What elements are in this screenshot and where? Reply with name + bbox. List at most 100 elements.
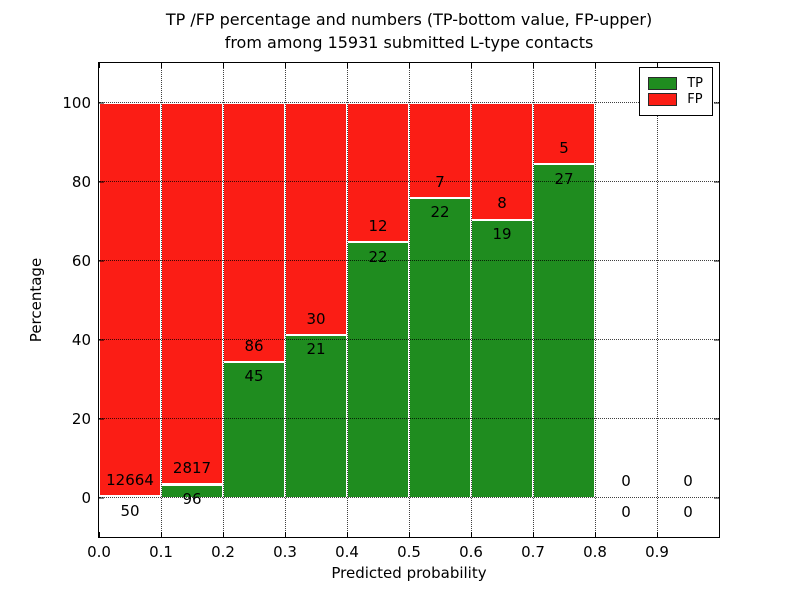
x-tick-label: 0.3 [273, 543, 297, 561]
x-tick-label: 0.0 [87, 543, 111, 561]
fp-count-label: 86 [244, 336, 264, 355]
tp-count-label: 27 [554, 169, 574, 188]
chart-title-line1: TP /FP percentage and numbers (TP-bottom… [165, 10, 653, 29]
tp-count-label: 22 [368, 247, 388, 266]
x-tick-top [285, 63, 286, 68]
fp-count-label: 12 [368, 216, 388, 235]
y-tick-label: 80 [71, 172, 91, 191]
fp-count-label: 2817 [172, 459, 212, 478]
gridline-vertical [533, 63, 534, 537]
x-tick-label: 0.8 [583, 543, 607, 561]
gridline-vertical [471, 63, 472, 537]
fp-legend-label: FP [687, 92, 703, 107]
bar-segment-tp [409, 197, 471, 498]
y-tick-left [99, 260, 104, 261]
x-tick-label: 0.6 [459, 543, 483, 561]
x-tick-bottom [595, 532, 596, 537]
x-tick-bottom [99, 532, 100, 537]
bar-segment-fp [223, 102, 285, 362]
gridline-vertical [657, 63, 658, 537]
y-tick-right [714, 102, 719, 103]
x-tick-bottom [285, 532, 286, 537]
y-axis-label: Percentage [27, 257, 45, 343]
tp-count-label: 22 [430, 203, 450, 222]
tp-count-label: 21 [306, 340, 326, 359]
x-tick-bottom [471, 532, 472, 537]
x-tick-label: 0.5 [397, 543, 421, 561]
x-tick-bottom [347, 532, 348, 537]
y-tick-left [99, 339, 104, 340]
x-tick-top [595, 63, 596, 68]
bar-segment-fp [161, 102, 223, 485]
x-tick-label: 0.1 [149, 543, 173, 561]
x-tick-bottom [409, 532, 410, 537]
gridline-vertical [347, 63, 348, 537]
gridline-vertical [409, 63, 410, 537]
x-tick-label: 0.2 [211, 543, 235, 561]
gridline-vertical [223, 63, 224, 537]
bar-segment-fp [99, 102, 161, 496]
chart-title: TP /FP percentage and numbers (TP-bottom… [98, 8, 720, 54]
fp-count-label: 0 [683, 472, 693, 491]
legend: TP FP [639, 67, 713, 116]
tp-legend-swatch [648, 77, 678, 90]
bar-segment-tp [533, 164, 595, 498]
x-tick-top [347, 63, 348, 68]
bar-segment-tp [347, 241, 409, 498]
y-tick-left [99, 102, 104, 103]
legend-item-tp: TP [648, 77, 703, 90]
y-tick-label: 20 [71, 409, 91, 428]
bar-segment-fp [285, 102, 347, 335]
x-tick-bottom [657, 532, 658, 537]
x-tick-label: 0.9 [645, 543, 669, 561]
gridline-vertical [285, 63, 286, 537]
x-tick-top [223, 63, 224, 68]
x-tick-label: 0.4 [335, 543, 359, 561]
fp-count-label: 8 [497, 194, 507, 213]
gridline-horizontal [99, 496, 719, 498]
y-tick-label: 60 [71, 251, 91, 270]
chart-title-line2: from among 15931 submitted L-type contac… [224, 33, 594, 52]
fp-count-label: 30 [306, 309, 326, 328]
x-tick-top [409, 63, 410, 68]
gridline-horizontal [99, 259, 719, 261]
bar-segment-tp [471, 219, 533, 498]
y-tick-right [714, 418, 719, 419]
fp-count-label: 5 [559, 139, 569, 158]
gridline-horizontal [99, 101, 719, 103]
y-tick-right [714, 181, 719, 182]
bar-segment-tp [285, 334, 347, 498]
x-tick-top [99, 63, 100, 68]
y-tick-label: 0 [81, 488, 91, 507]
tp-legend-label: TP [687, 76, 703, 91]
x-axis-label: Predicted probability [331, 564, 487, 582]
tp-count-label: 96 [182, 490, 202, 509]
x-tick-bottom [533, 532, 534, 537]
y-tick-left [99, 418, 104, 419]
x-tick-label: 0.7 [521, 543, 545, 561]
y-tick-label: 100 [62, 93, 91, 112]
x-tick-bottom [161, 532, 162, 537]
x-tick-top [161, 63, 162, 68]
fp-count-label: 7 [435, 172, 445, 191]
x-tick-top [533, 63, 534, 68]
tp-count-label: 0 [683, 503, 693, 522]
fp-count-label: 0 [621, 472, 631, 491]
gridline-vertical [161, 63, 162, 537]
legend-item-fp: FP [648, 93, 703, 106]
y-tick-right [714, 260, 719, 261]
x-tick-top [471, 63, 472, 68]
x-tick-top [657, 63, 658, 68]
fp-count-label: 12664 [106, 470, 154, 489]
tp-count-label: 0 [621, 503, 631, 522]
y-tick-label: 40 [71, 330, 91, 349]
gridline-horizontal [99, 180, 719, 182]
tp-count-label: 19 [492, 225, 512, 244]
bar-segment-fp [347, 102, 409, 242]
y-tick-right [714, 339, 719, 340]
plot-area: TP FP 12664 50 2817 96 86 45 30 21 12 22 7 22 8 19 5 27… [62, 62, 720, 561]
gridline-vertical [595, 63, 596, 537]
gridline-horizontal [99, 338, 719, 340]
x-tick-bottom [223, 532, 224, 537]
